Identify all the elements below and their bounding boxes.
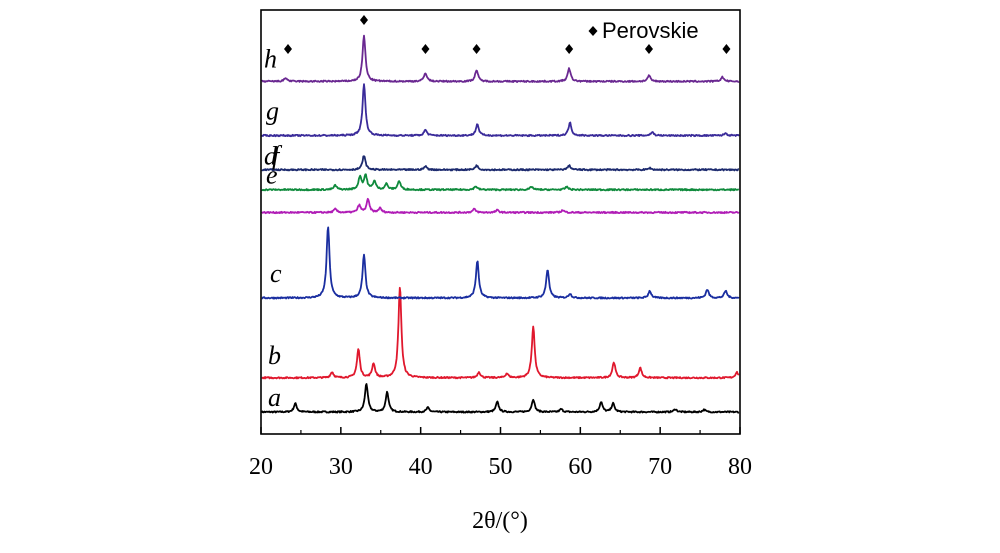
perovskite-diamond-icon [565,44,574,54]
trace-g [261,83,740,138]
trace-label-e: e [266,161,278,190]
plot-frame [260,9,741,435]
x-tick-label-50: 50 [489,454,513,480]
perovskite-diamond-icon [421,44,430,54]
perovskite-diamond-icon [644,44,653,54]
trace-c [261,226,740,300]
trace-label-d: d [264,142,278,171]
x-tick-label-40: 40 [409,454,433,480]
legend-label: Perovskie [602,18,699,43]
trace-label-f: f [272,141,283,170]
x-tick-label-60: 60 [568,454,592,480]
perovskite-diamond-icon [359,15,368,25]
trace-f [261,155,740,172]
peak-markers [284,15,731,54]
perovskite-diamond-icon [472,44,481,54]
trace-label-b: b [268,341,281,370]
trace-b [261,286,740,380]
legend: Perovskie [588,18,699,43]
x-axis-title: 2θ/(°) [472,508,528,534]
x-tick-label-80: 80 [728,454,752,480]
trace-h [261,34,740,83]
x-axis-ticks: 20 30 40 50 60 70 80 [249,427,752,480]
x-tick-label-70: 70 [648,454,672,480]
trace-e [261,173,740,192]
trace-group [260,34,740,414]
trace-a [260,383,740,414]
trace-label-h: h [264,44,277,73]
perovskite-diamond-icon [284,44,292,54]
trace-label-g: g [266,97,279,126]
perovskite-diamond-icon [722,44,731,54]
x-tick-label-20: 20 [249,454,273,480]
trace-label-c: c [270,259,282,288]
trace-d [261,197,740,215]
trace-label-a: a [268,383,281,412]
x-tick-label-30: 30 [329,454,353,480]
legend-diamond-icon [588,26,598,36]
